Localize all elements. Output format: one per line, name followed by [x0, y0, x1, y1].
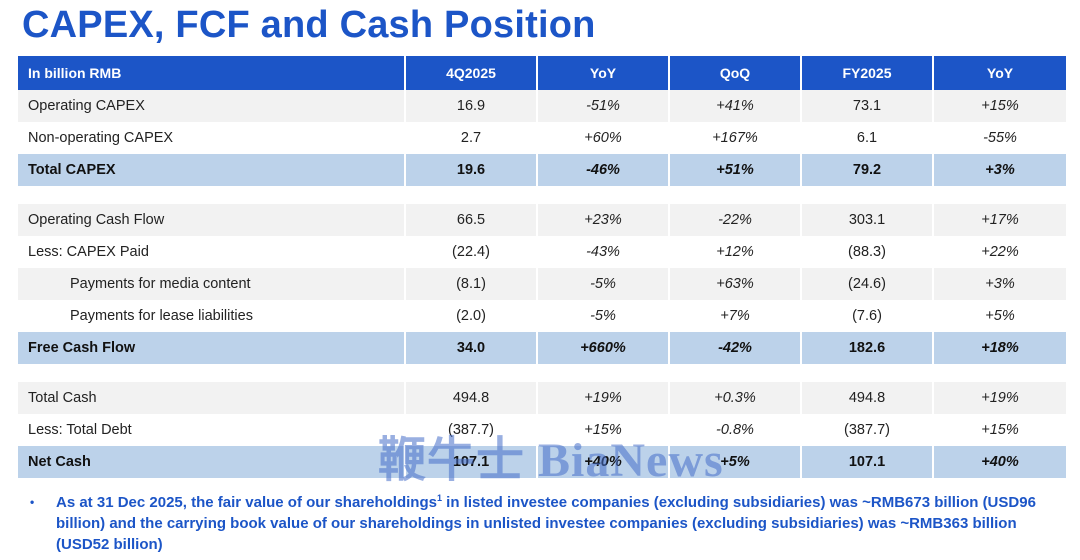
table-row: Operating CAPEX 16.9 -51% +41% 73.1 +15%: [18, 90, 1066, 122]
cell-yoy: -5%: [538, 300, 670, 332]
header-unit: In billion RMB: [18, 56, 406, 90]
footnote: • As at 31 Dec 2025, the fair value of o…: [30, 492, 1070, 555]
cell-fy: 73.1: [802, 90, 934, 122]
cell-qoq: -42%: [670, 332, 802, 364]
cell-4q: 2.7: [406, 122, 538, 154]
header-fy-yoy: YoY: [934, 56, 1066, 90]
cell-qoq: -0.8%: [670, 414, 802, 446]
cell-fy: (88.3): [802, 236, 934, 268]
table-row: Less: Total Debt (387.7) +15% -0.8% (387…: [18, 414, 1066, 446]
row-label: Payments for media content: [18, 268, 406, 300]
cell-4q: (8.1): [406, 268, 538, 300]
row-label: Payments for lease liabilities: [18, 300, 406, 332]
cell-yoy: +15%: [538, 414, 670, 446]
capex-fcf-cash-table: In billion RMB 4Q2025 YoY QoQ FY2025 YoY…: [18, 56, 1066, 478]
cell-qoq: +5%: [670, 446, 802, 478]
cell-yoy: -43%: [538, 236, 670, 268]
header-fy2025: FY2025: [802, 56, 934, 90]
table-header-row: In billion RMB 4Q2025 YoY QoQ FY2025 YoY: [18, 56, 1066, 90]
cell-fy: 79.2: [802, 154, 934, 186]
cell-fy-yoy: +17%: [934, 204, 1066, 236]
cell-fy-yoy: +40%: [934, 446, 1066, 478]
row-label: Less: Total Debt: [18, 414, 406, 446]
footnote-superscript: 1: [436, 493, 442, 503]
cell-fy: 107.1: [802, 446, 934, 478]
cell-4q: (2.0): [406, 300, 538, 332]
cell-4q: 34.0: [406, 332, 538, 364]
cell-4q: 16.9: [406, 90, 538, 122]
cell-qoq: +51%: [670, 154, 802, 186]
cell-fy: 6.1: [802, 122, 934, 154]
cell-4q: (387.7): [406, 414, 538, 446]
cell-fy-yoy: +5%: [934, 300, 1066, 332]
cell-4q: 494.8: [406, 382, 538, 414]
cell-fy-yoy: +3%: [934, 154, 1066, 186]
cell-fy-yoy: -55%: [934, 122, 1066, 154]
cell-yoy: -5%: [538, 268, 670, 300]
header-qoq: QoQ: [670, 56, 802, 90]
page-title: CAPEX, FCF and Cash Position: [22, 4, 596, 46]
cell-yoy: +19%: [538, 382, 670, 414]
row-label: Free Cash Flow: [18, 332, 406, 364]
cell-fy: 303.1: [802, 204, 934, 236]
table-row: Payments for lease liabilities (2.0) -5%…: [18, 300, 1066, 332]
cell-4q: (22.4): [406, 236, 538, 268]
footnote-text: As at 31 Dec 2025, the fair value of our…: [56, 492, 1070, 555]
row-label: Total CAPEX: [18, 154, 406, 186]
table-row: Less: CAPEX Paid (22.4) -43% +12% (88.3)…: [18, 236, 1066, 268]
cell-qoq: +12%: [670, 236, 802, 268]
row-label: Operating CAPEX: [18, 90, 406, 122]
row-label: Less: CAPEX Paid: [18, 236, 406, 268]
cell-4q: 19.6: [406, 154, 538, 186]
cell-fy-yoy: +15%: [934, 90, 1066, 122]
footnote-text-part1: As at 31 Dec 2025, the fair value of our…: [56, 494, 437, 511]
cell-fy-yoy: +3%: [934, 268, 1066, 300]
section-spacer: [18, 364, 1066, 382]
cell-qoq: +41%: [670, 90, 802, 122]
free-cash-flow-row: Free Cash Flow 34.0 +660% -42% 182.6 +18…: [18, 332, 1066, 364]
cell-4q: 107.1: [406, 446, 538, 478]
cell-yoy: -51%: [538, 90, 670, 122]
row-label: Non-operating CAPEX: [18, 122, 406, 154]
table-row: Payments for media content (8.1) -5% +63…: [18, 268, 1066, 300]
cell-4q: 66.5: [406, 204, 538, 236]
cell-qoq: +0.3%: [670, 382, 802, 414]
table-row: Operating Cash Flow 66.5 +23% -22% 303.1…: [18, 204, 1066, 236]
bullet-icon: •: [30, 495, 35, 509]
cell-yoy: +660%: [538, 332, 670, 364]
cell-fy-yoy: +15%: [934, 414, 1066, 446]
watermark: 鞭牛士 BiaNews: [378, 434, 724, 487]
cell-yoy: -46%: [538, 154, 670, 186]
section-spacer: [18, 186, 1066, 204]
total-capex-row: Total CAPEX 19.6 -46% +51% 79.2 +3%: [18, 154, 1066, 186]
row-label: Operating Cash Flow: [18, 204, 406, 236]
cell-fy: (24.6): [802, 268, 934, 300]
cell-qoq: +167%: [670, 122, 802, 154]
row-label: Total Cash: [18, 382, 406, 414]
cell-fy: 494.8: [802, 382, 934, 414]
cell-fy: (387.7): [802, 414, 934, 446]
cell-fy: 182.6: [802, 332, 934, 364]
row-label: Net Cash: [18, 446, 406, 478]
cell-yoy: +60%: [538, 122, 670, 154]
header-yoy: YoY: [538, 56, 670, 90]
cell-qoq: +7%: [670, 300, 802, 332]
cell-qoq: +63%: [670, 268, 802, 300]
cell-fy-yoy: +18%: [934, 332, 1066, 364]
header-4q2025: 4Q2025: [406, 56, 538, 90]
table-row: Non-operating CAPEX 2.7 +60% +167% 6.1 -…: [18, 122, 1066, 154]
cell-qoq: -22%: [670, 204, 802, 236]
table-row: Total Cash 494.8 +19% +0.3% 494.8 +19%: [18, 382, 1066, 414]
cell-yoy: +40%: [538, 446, 670, 478]
cell-fy-yoy: +22%: [934, 236, 1066, 268]
footnote-text-part2: in listed investee companies (excluding …: [56, 494, 1036, 553]
cell-fy-yoy: +19%: [934, 382, 1066, 414]
net-cash-row: Net Cash 107.1 +40% +5% 107.1 +40%: [18, 446, 1066, 478]
cell-yoy: +23%: [538, 204, 670, 236]
cell-fy: (7.6): [802, 300, 934, 332]
